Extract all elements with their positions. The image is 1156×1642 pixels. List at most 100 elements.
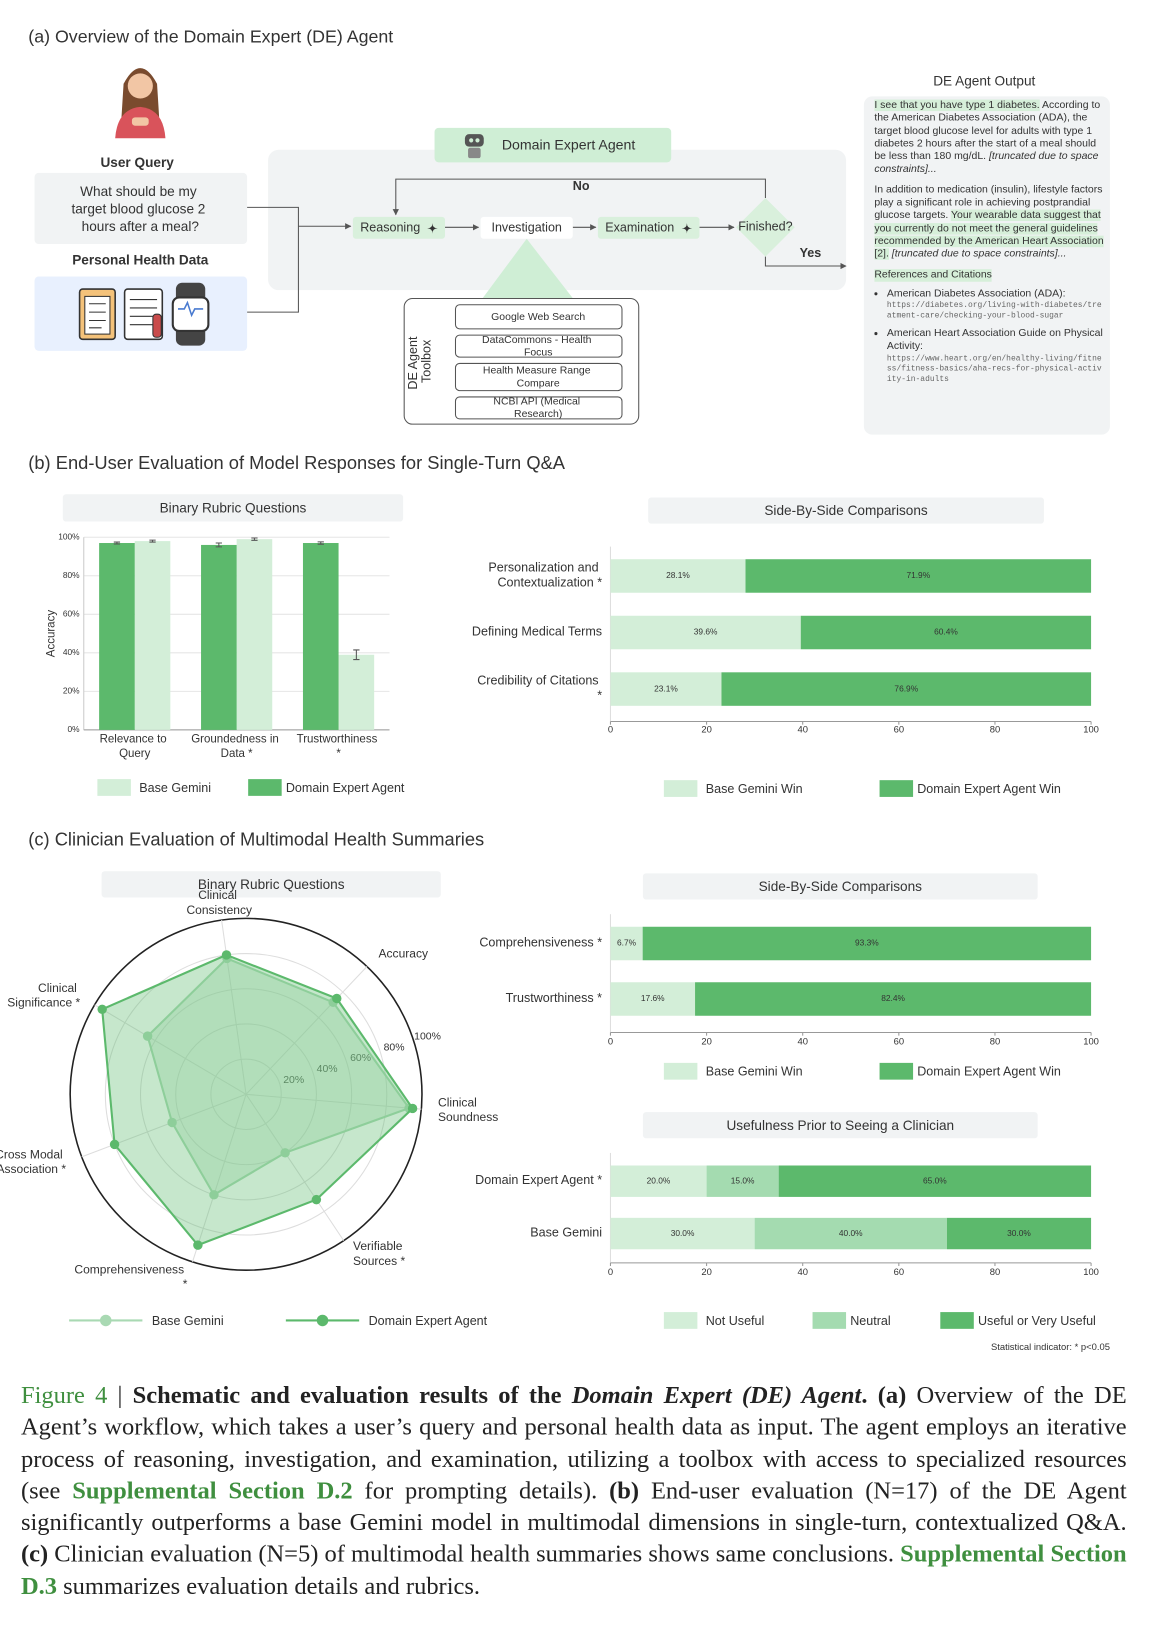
x-tick-label: 80	[990, 1035, 1000, 1046]
tool-box	[454, 304, 623, 330]
decision-label: Finished?	[738, 220, 792, 234]
caption-segment: summarizes evaluation details and rubric…	[57, 1572, 481, 1600]
grid-ring	[175, 1023, 317, 1166]
output-segment: In addition to medication (insulin), lif…	[874, 184, 1103, 222]
legend-swatch	[663, 1062, 698, 1080]
bar-segment	[610, 615, 801, 650]
chart-title-box	[648, 497, 1044, 524]
output-text: I see that you have type 1 diabetes. Acc…	[874, 100, 1104, 433]
bar-segment	[610, 926, 643, 961]
chart-title-box	[101, 871, 441, 898]
legend-label: Domain Expert Agent Win	[917, 1065, 1061, 1079]
value-label: 6.7%	[617, 938, 637, 948]
bar	[99, 543, 135, 730]
radar-point	[311, 1194, 322, 1205]
panel-title: (b) End-User Evaluation of Model Respons…	[28, 452, 566, 473]
caption-segment: (a)	[877, 1382, 907, 1410]
references-title: References and Citations	[874, 268, 992, 282]
y-tick-label: Domain Expert Agent *	[475, 1174, 602, 1188]
y-axis-label: Accuracy	[45, 610, 57, 658]
user-query: What should be my target blood glucose 2…	[71, 184, 209, 234]
value-label: 40.0%	[839, 1228, 863, 1238]
r-tick-label: 60%	[350, 1053, 371, 1064]
bar-segment	[800, 615, 1092, 650]
step-label: Investigation	[491, 221, 561, 235]
bar-segment	[610, 1217, 755, 1250]
radar-point	[221, 950, 232, 960]
value-label: 76.9%	[894, 683, 918, 693]
radar-point	[193, 1240, 203, 1250]
bar-segment	[745, 559, 1092, 593]
robot-icon	[464, 134, 484, 159]
caption-segment: |	[107, 1382, 133, 1410]
radar-point	[142, 1031, 153, 1041]
x-tick-label: 60	[894, 1266, 904, 1277]
y-tick-label: Personalization and Contextualization *	[488, 561, 602, 590]
error-bar	[317, 541, 324, 545]
spoke	[81, 1093, 247, 1158]
value-label: 30.0%	[671, 1228, 695, 1238]
caption-segment: for prompting details).	[352, 1477, 610, 1505]
x-tick-label: 40	[797, 1035, 807, 1046]
tool-box	[454, 334, 623, 358]
tool-label: NCBI API (Medical Research)	[493, 396, 583, 420]
y-tick-label: Defining Medical Terms	[472, 625, 602, 639]
spoke	[192, 1094, 247, 1263]
tool-label: DataCommons - Health Focus	[482, 335, 594, 359]
x-tick-label: Trustworthiness *	[297, 733, 381, 760]
legend-label: Not Useful	[706, 1314, 765, 1328]
bar-segment	[721, 672, 1092, 706]
value-label: 39.6%	[694, 627, 718, 637]
r-tick-label: 80%	[384, 1042, 405, 1053]
y-tick-label: 80%	[63, 570, 80, 580]
legend-label: Useful or Very Useful	[978, 1314, 1096, 1328]
bar-segment	[946, 1217, 1092, 1250]
input-line	[247, 206, 299, 313]
legend-swatch	[97, 779, 131, 796]
x-tick-label: 40	[797, 723, 807, 734]
person-icon	[115, 68, 166, 139]
no-loop	[392, 178, 766, 216]
chart-title: Binary Rubric Questions	[198, 877, 345, 892]
tool-box	[454, 362, 623, 392]
radar-point	[209, 1190, 219, 1200]
legend-label: Neutral	[850, 1314, 890, 1328]
toolbox-connector	[481, 238, 574, 300]
axis-label: Comprehensiveness *	[74, 1263, 187, 1292]
statistical-note: Statistical indicator: * p<0.05	[991, 1341, 1110, 1352]
step-label: Reasoning	[360, 221, 420, 235]
error-bar	[149, 539, 156, 543]
x-tick-label: 100	[1083, 1266, 1099, 1277]
bar-segment	[610, 1165, 707, 1197]
r-tick-label: 40%	[317, 1064, 338, 1075]
legend-swatch	[940, 1312, 974, 1329]
caption-text: Figure 4 | Schematic and evaluation resu…	[21, 1380, 1127, 1602]
x-tick-label: 80	[990, 1266, 1000, 1277]
bar-segment	[706, 1165, 779, 1197]
tool-label: Google Web Search	[491, 312, 585, 323]
chart-title-box	[642, 873, 1038, 900]
caption-segment	[868, 1382, 878, 1409]
toolbox-label: DE Agent Toolbox	[406, 333, 434, 390]
axis-label: Clinical Soundness	[438, 1095, 498, 1124]
bar	[236, 539, 273, 730]
legend-swatch	[812, 1312, 847, 1329]
chart-title: Side-By-Side Comparisons	[764, 503, 928, 518]
decision-diamond	[736, 197, 795, 257]
radar-point	[109, 1139, 120, 1150]
y-tick-label: Trustworthiness *	[506, 991, 603, 1005]
error-bar	[215, 542, 222, 548]
bar-segment	[610, 982, 696, 1016]
output-paragraph: I see that you have type 1 diabetes. Acc…	[874, 99, 1104, 177]
chart-title: Usefulness Prior to Seeing a Clinician	[726, 1118, 954, 1133]
output-segment: I see that you have type 1 diabetes.	[874, 99, 1040, 112]
value-label: 17.6%	[641, 993, 665, 1003]
reference-name: American Heart Association Guide on Phys…	[886, 327, 1103, 353]
value-label: 23.1%	[654, 683, 678, 693]
x-tick-label: Relevance to Query	[100, 733, 170, 760]
caption-segment: .	[861, 1382, 868, 1410]
reference-url: https://diabetes.org/living-with-diabete…	[886, 301, 1102, 321]
radar-point	[280, 1148, 290, 1158]
toolbox-frame	[403, 297, 640, 425]
